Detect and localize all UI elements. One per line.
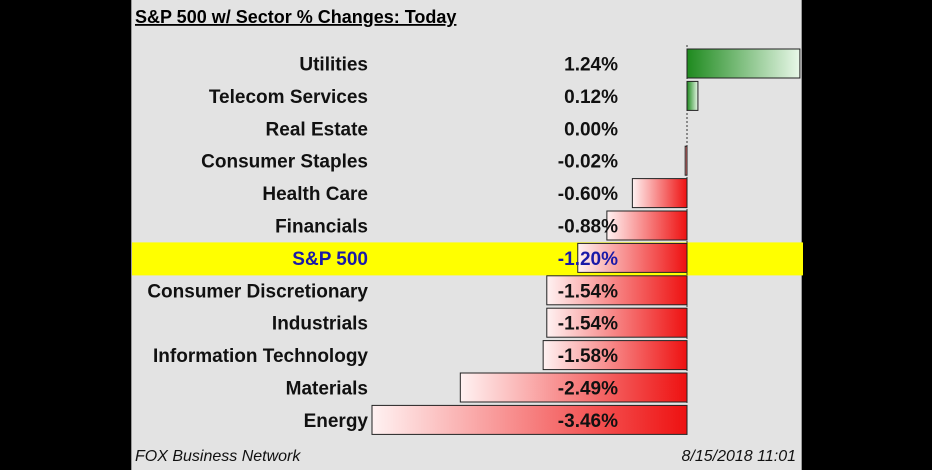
bar-utilities bbox=[686, 48, 801, 79]
category-label: Utilities bbox=[299, 55, 368, 76]
bar-financials bbox=[606, 210, 688, 241]
value-label: -1.54% bbox=[558, 281, 618, 302]
category-label: Energy bbox=[304, 411, 369, 432]
highlight-band-layer bbox=[132, 242, 803, 276]
chart-title: S&P 500 w/ Sector % Changes: Today bbox=[135, 7, 456, 27]
footer-source: FOX Business Network bbox=[135, 448, 301, 465]
bar-telecom-services bbox=[686, 80, 699, 111]
category-label: Real Estate bbox=[266, 119, 368, 140]
value-label: -1.58% bbox=[558, 346, 618, 367]
category-label: Consumer Staples bbox=[201, 152, 368, 173]
value-label: -0.02% bbox=[558, 152, 618, 173]
value-label: -0.60% bbox=[558, 184, 618, 205]
value-label: -2.49% bbox=[558, 379, 618, 400]
bar-consumer-discretionary bbox=[546, 275, 688, 306]
value-label: -0.88% bbox=[558, 217, 618, 238]
bar-health-care bbox=[631, 178, 688, 209]
value-label: 0.00% bbox=[564, 119, 618, 140]
bar-s-p-500 bbox=[577, 242, 688, 273]
labels-layer: Utilities 1.24% Telecom Services 0.12% Real … bbox=[147, 55, 618, 432]
footer-timestamp: 8/15/2018 11:01 bbox=[682, 448, 796, 465]
category-label: Telecom Services bbox=[209, 87, 368, 108]
bars-layer bbox=[371, 45, 801, 437]
category-label: S&P 500 bbox=[292, 249, 368, 270]
bar-materials bbox=[459, 372, 688, 403]
value-label: 0.12% bbox=[564, 87, 618, 108]
sector-bar-chart: S&P 500 w/ Sector % Changes: Today Utili… bbox=[132, 7, 803, 465]
bar-information-technology bbox=[542, 340, 688, 371]
category-label: Financials bbox=[275, 217, 368, 238]
bar-industrials bbox=[546, 307, 688, 338]
category-label: Materials bbox=[286, 379, 368, 400]
category-label: Consumer Discretionary bbox=[147, 281, 368, 302]
highlight-band bbox=[132, 242, 803, 276]
chart-panel: S&P 500 w/ Sector % Changes: Today Utili… bbox=[131, 0, 803, 470]
value-label: -3.46% bbox=[558, 411, 618, 432]
category-label: Information Technology bbox=[153, 346, 368, 367]
bar-energy bbox=[371, 404, 688, 435]
value-label: -1.54% bbox=[558, 314, 618, 335]
value-label: 1.24% bbox=[564, 55, 618, 76]
bar-consumer-staples bbox=[684, 145, 688, 176]
category-label: Industrials bbox=[272, 314, 368, 335]
value-label: -1.20% bbox=[558, 249, 618, 270]
category-label: Health Care bbox=[262, 184, 368, 205]
